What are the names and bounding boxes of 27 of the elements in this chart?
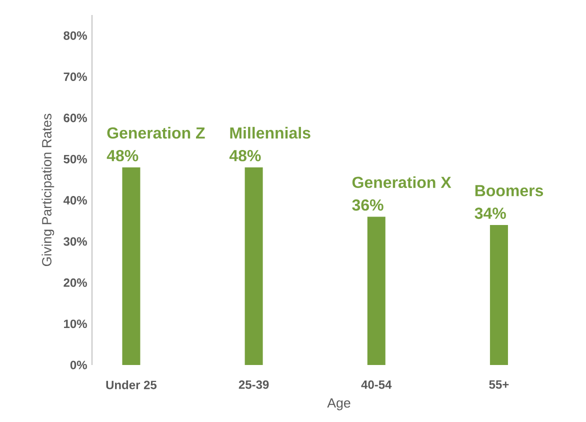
y-tick-label: 40% <box>63 196 87 205</box>
bar <box>367 216 386 365</box>
x-tick-label: Under 25 <box>106 380 157 390</box>
y-tick-label: 70% <box>64 72 87 82</box>
annotation: Generation X <box>352 176 452 188</box>
x-tick-label: 55+ <box>489 380 509 389</box>
y-tick-label: 60% <box>64 114 87 122</box>
x-axis-title: Age <box>327 398 350 410</box>
y-tick-label: 50% <box>64 154 87 164</box>
data-label: 48% <box>229 150 261 162</box>
x-tick-label: 40-54 <box>361 380 392 389</box>
y-tick-label: 80% <box>64 31 87 40</box>
y-axis-title: Giving Participation Rates <box>42 114 54 266</box>
x-tick-label: 25-39 <box>238 380 269 389</box>
y-tick-label: 0% <box>70 360 87 370</box>
bar <box>244 167 263 365</box>
bar <box>490 225 508 365</box>
data-label: 34% <box>474 208 506 219</box>
y-tick-label: 20% <box>64 278 87 287</box>
annotation: Boomers <box>475 185 544 196</box>
bar <box>122 167 140 365</box>
annotation: Generation Z <box>107 126 205 139</box>
data-label: 48% <box>106 150 138 162</box>
data-label: 36% <box>352 199 384 211</box>
annotation: Millennials <box>230 126 310 139</box>
y-tick-label: 30% <box>64 237 87 246</box>
y-tick-label: 10% <box>64 320 87 328</box>
